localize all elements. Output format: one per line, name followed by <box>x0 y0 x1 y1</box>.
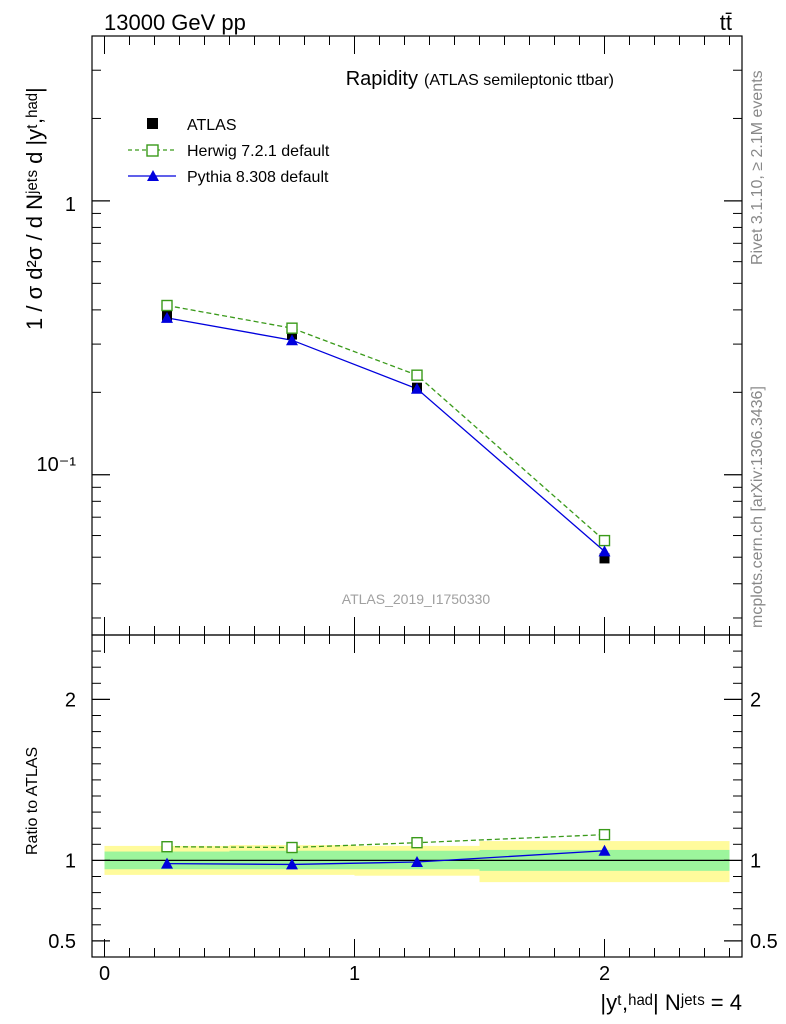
legend-label-pythia: Pythia 8.308 default <box>187 169 329 186</box>
main-series <box>161 299 611 564</box>
legend-item-atlas: ATLAS <box>147 117 237 134</box>
ratio-pythia-point-0 <box>161 857 173 869</box>
atlas-point-3 <box>599 553 610 564</box>
xtick-label-0: 0 <box>99 963 110 985</box>
ratio-ytick-label-right-1: 1 <box>750 850 761 872</box>
legend-item-herwig: Herwig 7.2.1 default <box>128 143 330 160</box>
legend-item-pythia: Pythia 8.308 default <box>128 169 329 186</box>
main-ticks <box>92 36 742 635</box>
legend-label-atlas: ATLAS <box>187 117 237 134</box>
legend-marker-herwig <box>146 144 159 157</box>
ratio-pythia-point-1 <box>286 858 298 870</box>
ratio-herwig-point-2 <box>411 836 423 849</box>
ratio-series <box>161 828 611 870</box>
ratio-line-pythia <box>166 850 605 866</box>
analysis-id: ATLAS_2019_I1750330 <box>342 591 491 607</box>
herwig-point-1 <box>286 322 298 334</box>
ytick-label-0-1: 10⁻¹ <box>37 454 77 476</box>
xtick-label-2: 2 <box>599 963 610 985</box>
ratio-herwig-point-1 <box>286 841 298 854</box>
process-label: tt̄ <box>720 10 732 35</box>
pythia-point-2 <box>411 382 423 394</box>
herwig-point-0 <box>161 299 173 312</box>
ytick-label-1: 1 <box>65 194 76 216</box>
herwig-point-2 <box>411 369 423 381</box>
legend-label-herwig: Herwig 7.2.1 default <box>187 143 330 160</box>
legend: ATLAS Herwig 7.2.1 default Pythia 8.308 … <box>128 117 330 186</box>
pythia-point-3 <box>598 545 611 557</box>
plot-subtitle: (ATLAS semileptonic ttbar) <box>424 72 614 89</box>
ratio-herwig-point-0 <box>161 841 173 853</box>
legend-marker-atlas <box>147 118 158 129</box>
pythia-point-1 <box>286 334 298 346</box>
ratio-plot-frame <box>91 634 743 958</box>
pythia-point-0 <box>161 311 173 323</box>
ratio-pythia-point-2 <box>411 856 423 868</box>
ratio-line-herwig <box>166 833 605 849</box>
ratio-plot: 0.5 0.5 1 1 2 2 0 1 2 Ratio to ATLAS |yᵗ,ʰᵃᵈ| Nʲ… <box>24 634 778 1015</box>
ratio-ytick-label-left-2: 2 <box>65 689 76 711</box>
ratio-ytick-label-right-2: 2 <box>750 689 761 711</box>
ratio-ticks: 0.5 0.5 1 1 2 2 0 1 2 <box>48 635 778 985</box>
mcplots-label: mcplots.cern.ch [arXiv:1306.3436] <box>749 386 766 628</box>
ratio-ytick-label-left-0: 0.5 <box>48 931 76 953</box>
herwig-point-3 <box>598 534 611 547</box>
main-plot: 1 10⁻¹ 1 / σ d²σ / d Nʲᵉᵗˢ d |yᵗ,ʰᵃᵈ| Ra… <box>22 35 743 636</box>
legend-marker-pythia <box>147 170 159 181</box>
xtick-label-1: 1 <box>349 963 360 985</box>
energy-label: 13000 GeV pp <box>104 10 246 35</box>
ratio-ytick-label-left-1: 1 <box>65 850 76 872</box>
plot-title: Rapidity <box>346 68 418 90</box>
rivet-label: Rivet 3.1.10, ≥ 2.1M events <box>749 70 766 265</box>
series-line-herwig <box>166 304 605 542</box>
series-line-pythia <box>166 317 605 552</box>
ratio-ylabel: Ratio to ATLAS <box>24 747 41 855</box>
ratio-herwig-point-3 <box>598 828 611 841</box>
xlabel: |yᵗ,ʰᵃᵈ| Nʲᵉᵗˢ = 4 <box>600 990 742 1015</box>
ratio-pythia-point-3 <box>598 844 611 856</box>
ratio-ytick-label-right-0: 0.5 <box>750 931 778 953</box>
main-ylabel: 1 / σ d²σ / d Nʲᵉᵗˢ d |yᵗ,ʰᵃᵈ| <box>22 87 47 330</box>
